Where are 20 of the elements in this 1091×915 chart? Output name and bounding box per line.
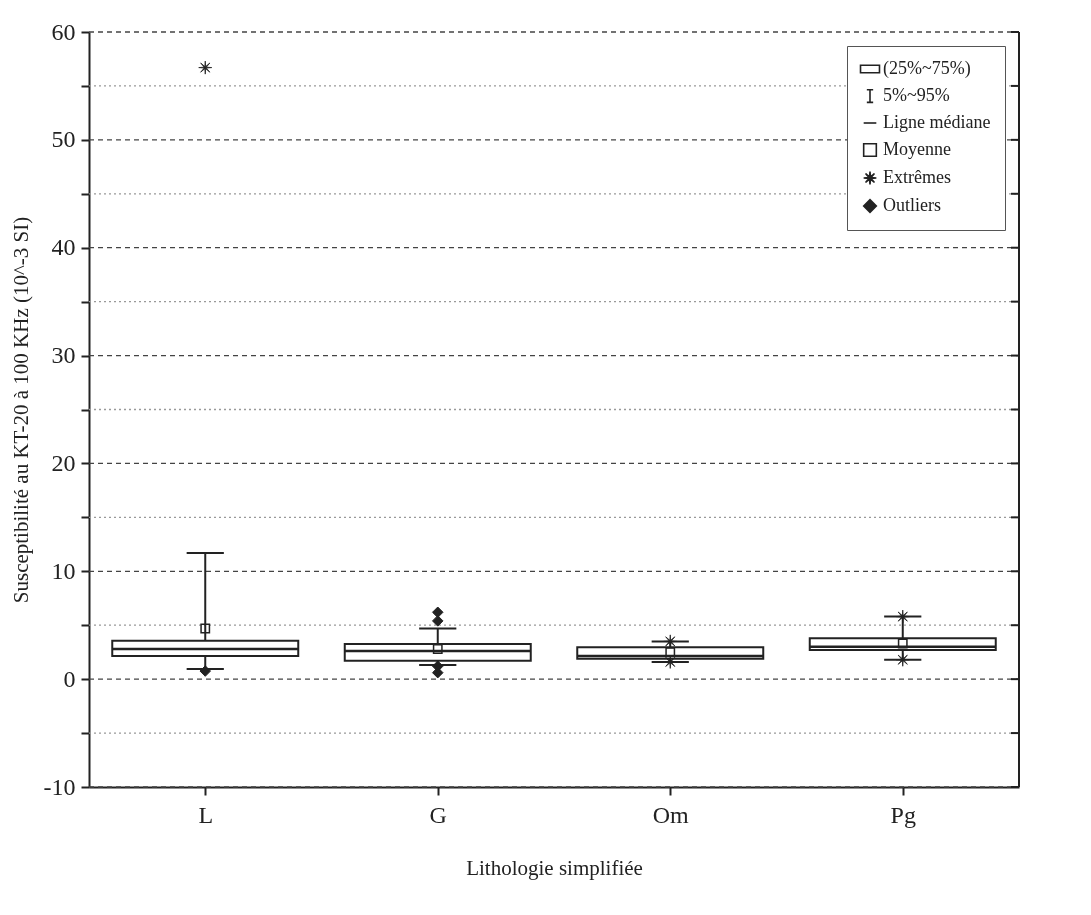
x-tick-label: Om <box>652 801 690 828</box>
legend-label: (25%~75%) <box>883 58 971 79</box>
y-tick-label: 0 <box>63 665 76 692</box>
y-tick-label: -10 <box>43 773 76 800</box>
x-tick-label: L <box>198 801 214 828</box>
annotation: 5%~95% <box>883 85 950 105</box>
annotation: Moyenne <box>883 139 951 159</box>
annotation: Ligne médiane <box>883 112 991 132</box>
y-tick-label: 50 <box>51 126 76 153</box>
y-tick-label: 30 <box>51 342 76 369</box>
x-axis-title: Lithologie simplifiée <box>466 855 643 880</box>
y-tick-label: 40 <box>51 234 76 261</box>
y-tick-label: 60 <box>51 18 76 45</box>
legend-label: Extrêmes <box>883 167 951 187</box>
annotation: Outliers <box>883 195 941 215</box>
x-tick-label: Pg <box>890 801 916 828</box>
y-axis-title: Susceptibilité au KT-20 à 100 KHz (10^-3 SI) <box>8 216 33 604</box>
x-tick-label: G <box>429 801 447 828</box>
y-tick-label: 10 <box>51 557 76 584</box>
y-tick-label: 20 <box>51 449 76 476</box>
